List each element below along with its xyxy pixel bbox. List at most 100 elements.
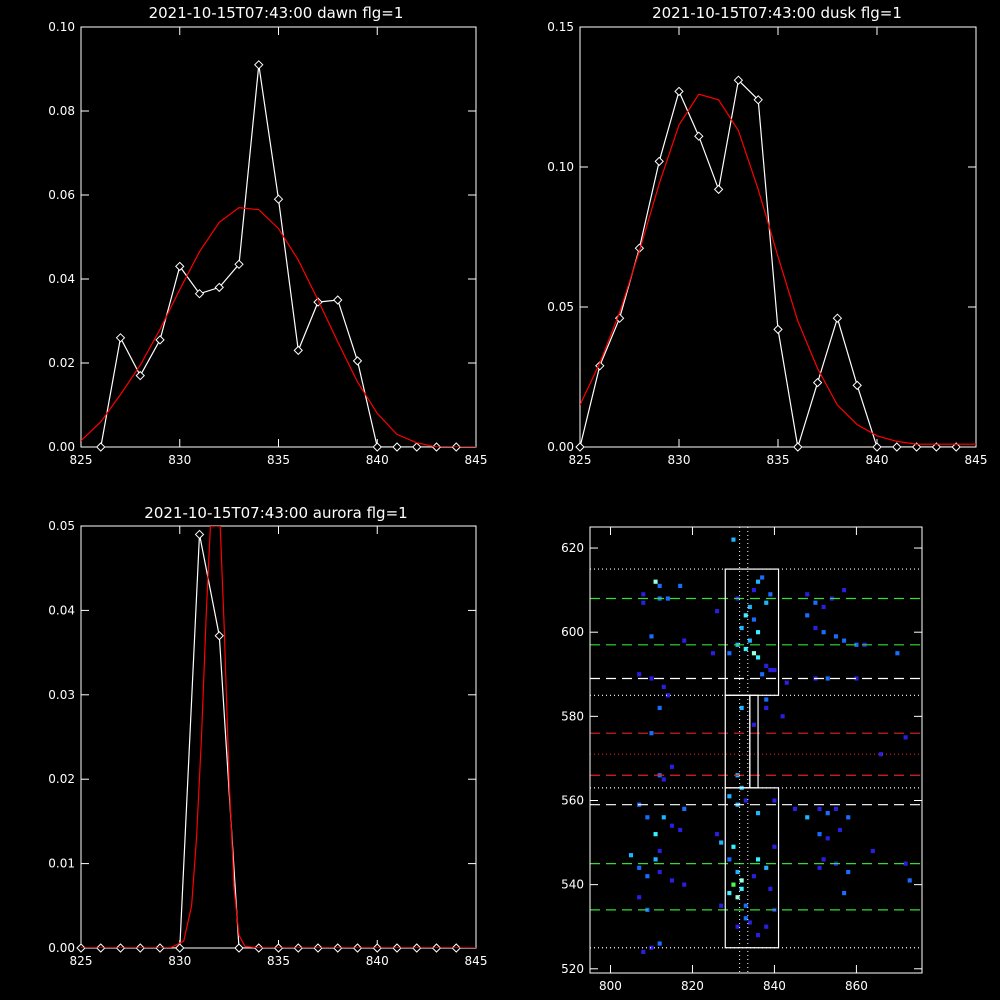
dawn-data-point	[254, 60, 264, 70]
heatmap-pixel	[747, 638, 752, 643]
aurora-y-tick-label: 0.02	[48, 772, 75, 786]
dusk-data-point	[931, 442, 942, 452]
dawn-data-point	[135, 370, 145, 381]
dusk-fit-line	[580, 93, 976, 445]
heatmap-pixel	[768, 667, 773, 673]
dawn-data-point	[372, 442, 382, 452]
dusk-data-point	[674, 86, 684, 97]
heatmap-pixel	[649, 945, 654, 950]
dusk-data-point	[812, 377, 823, 388]
heatmap-pixel	[817, 865, 822, 870]
aurora-x-tick-label: 835	[267, 954, 290, 968]
heatmap-pixel	[657, 869, 662, 875]
heatmap-pixel	[768, 886, 773, 891]
aurora-data-point	[194, 529, 205, 540]
heatmap-pixel	[731, 537, 736, 542]
aurora-x-tick-label: 845	[465, 954, 488, 968]
dusk-data-point	[951, 442, 961, 452]
dusk-y-tick-label: 0.05	[547, 300, 574, 314]
heatmap-pixel	[842, 588, 847, 593]
heatmap-pixel	[764, 865, 769, 870]
heatmap-pixel	[751, 722, 756, 727]
aurora-plot: 2021-10-15T07:43:00 aurora flg=1 825 830 8…	[48, 504, 487, 968]
dawn-data-point	[175, 261, 185, 272]
dawn-y-tick-label: 0.08	[48, 104, 75, 118]
dusk-data-point	[832, 313, 843, 323]
heatmap-pixel	[825, 811, 830, 816]
heatmap-pixel	[756, 811, 761, 816]
dawn-x-tick-label: 840	[366, 453, 389, 467]
heatmap-pixel	[661, 815, 666, 820]
heatmap-pixel	[756, 857, 761, 862]
aurora-x-tick-label: 830	[168, 954, 191, 968]
dusk-data-point	[694, 131, 704, 141]
heatmap-pixel	[842, 638, 847, 643]
heatmap-pixel	[661, 777, 666, 782]
heatmap-pixel	[682, 806, 687, 812]
image-y-tick-label: 600	[561, 625, 584, 639]
heatmap-pixel	[764, 697, 769, 702]
heatmap-pixel	[825, 836, 830, 841]
heatmap-pixel	[682, 638, 687, 643]
heatmap-pixel	[661, 684, 666, 689]
dawn-y-tick-label: 0.10	[48, 20, 75, 34]
heatmap-pixel	[764, 663, 769, 668]
dusk-data-point	[872, 442, 882, 452]
heatmap-pixel	[719, 840, 724, 845]
heatmap-pixel	[641, 949, 646, 955]
dusk-data-point	[773, 324, 783, 335]
dusk-data-point	[713, 184, 724, 195]
aurora-data-point	[214, 631, 224, 641]
heatmap-pixel	[792, 806, 797, 812]
dusk-data-point	[892, 442, 902, 452]
dusk-x-tick-label: 845	[965, 453, 988, 467]
aurora-x-tick-label: 840	[366, 954, 389, 968]
heatmap-pixel	[682, 882, 687, 887]
heatmap-pixel	[772, 798, 777, 803]
heatmap-pixel	[731, 882, 736, 887]
aurora-data-point	[175, 943, 185, 953]
aurora-y-tick-label: 0.05	[48, 519, 75, 533]
heatmap-pixel	[739, 886, 744, 891]
dusk-data-point	[852, 380, 862, 391]
heatmap-pixel	[833, 634, 838, 639]
heatmap-pixel	[727, 890, 732, 896]
image-y-tick-label: 580	[561, 709, 584, 723]
heatmap-pixel	[878, 752, 884, 757]
heatmap-pixel	[760, 575, 765, 580]
heatmap-pixel	[764, 924, 769, 929]
heatmap-pixel	[641, 592, 646, 597]
dusk-x-tick-label: 840	[866, 453, 889, 467]
aurora-y-tick-label: 0.00	[48, 941, 75, 955]
image-y-tick-label: 540	[561, 878, 584, 892]
dawn-data-point	[96, 442, 106, 452]
heatmap-pixel	[669, 878, 675, 883]
dawn-data-point	[273, 194, 284, 204]
heatmap-pixel	[743, 613, 748, 618]
dawn-data-point	[352, 356, 363, 366]
heatmap-pixel	[645, 815, 650, 820]
heatmap-pixel	[637, 895, 642, 900]
heatmap-pixel	[805, 592, 810, 597]
heatmap-pixel	[846, 869, 851, 875]
heatmap-pixel	[751, 651, 756, 656]
dawn-data-point	[115, 333, 126, 343]
heatmap-pixel	[895, 651, 900, 656]
heatmap-pixel	[842, 890, 847, 896]
heatmap-pixel	[756, 579, 761, 584]
dusk-data-point	[911, 442, 922, 452]
heatmap-pixel	[756, 655, 761, 660]
heatmap-pixel	[665, 596, 670, 601]
heatmap-pixel	[903, 735, 908, 740]
heatmap-pixel	[669, 823, 675, 828]
heatmap-pixel	[678, 583, 683, 589]
dawn-plot-title: 2021-10-15T07:43:00 dawn flg=1	[149, 4, 404, 22]
dusk-data-point	[753, 95, 763, 105]
heatmap-pixel	[747, 604, 752, 610]
dusk-plot-title: 2021-10-15T07:43:00 dusk flg=1	[652, 4, 902, 22]
image-frame	[589, 526, 923, 974]
heatmap-pixel	[772, 667, 777, 673]
heatmap-pixel	[821, 630, 826, 635]
heatmap-pixel	[637, 865, 642, 870]
heatmap-pixel	[805, 815, 810, 820]
